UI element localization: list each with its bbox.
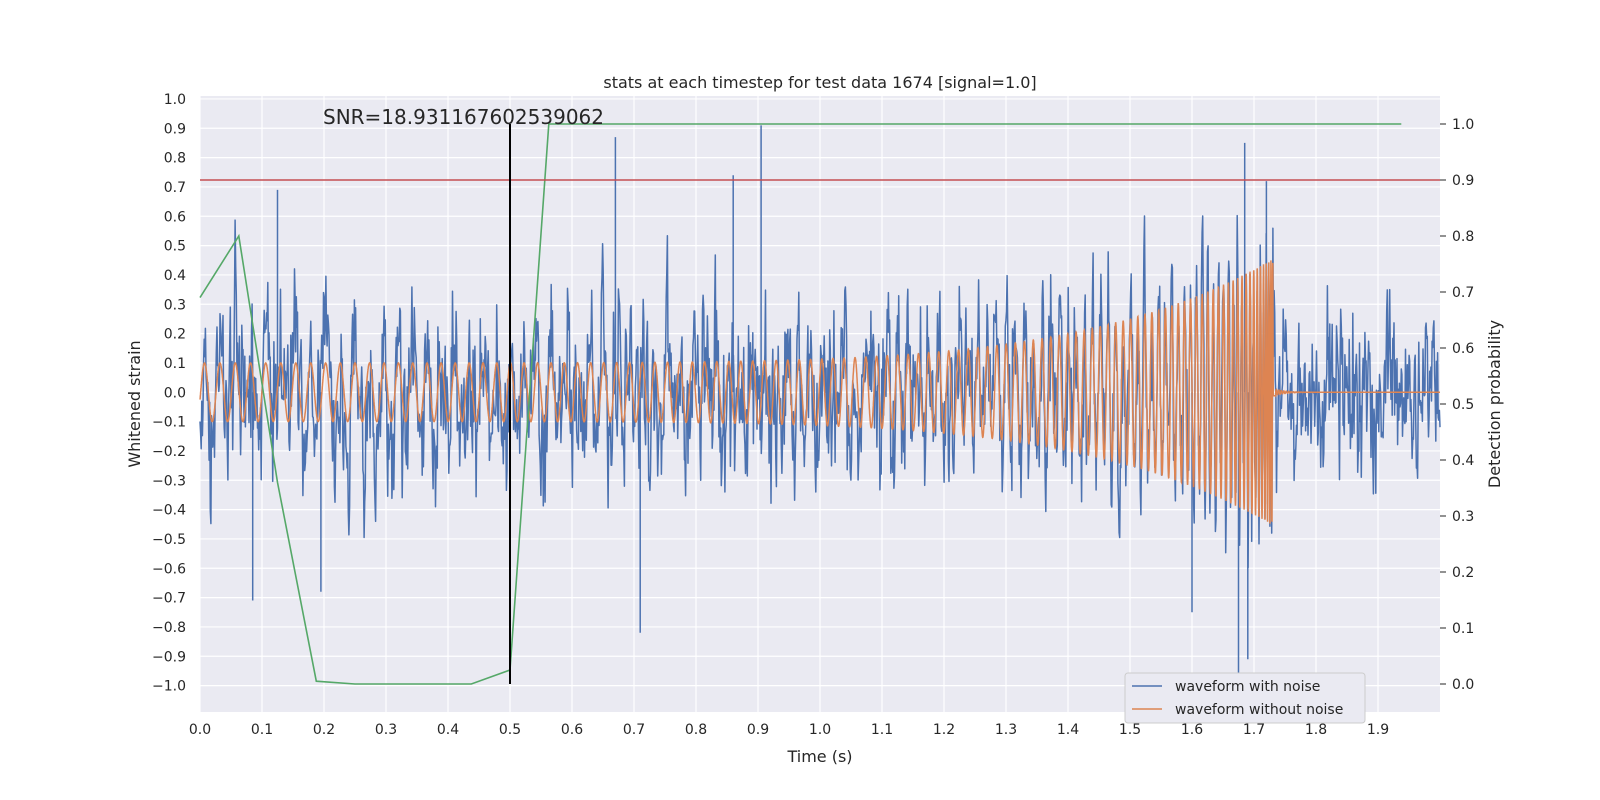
x-tick-label: 0.4 (437, 722, 459, 738)
y-tick-label: −0.7 (152, 591, 186, 607)
x-tick-label: 0.6 (561, 722, 583, 738)
y-axis-label: Whitened strain (125, 340, 144, 467)
y-tick-label: −0.2 (152, 444, 186, 460)
y-tick-label: −1.0 (152, 679, 186, 695)
y-tick-label: −0.6 (152, 561, 186, 577)
x-tick-label: 1.3 (995, 722, 1017, 738)
x-tick-label: 0.9 (747, 722, 769, 738)
y-tick-label: −0.9 (152, 649, 186, 665)
x-tick-label: 0.3 (375, 722, 397, 738)
series-detection-probability (199, 123, 1402, 685)
y-tick-label: 0.5 (164, 239, 186, 255)
y2-axis-label: Detection probability (1485, 320, 1504, 488)
y-tick-label: −0.5 (152, 532, 186, 548)
detection-probability-line (199, 123, 1402, 685)
x-tick-label: 1.5 (1119, 722, 1141, 738)
y2-tick-label: 0.3 (1452, 509, 1474, 525)
x-tick-label: 0.2 (313, 722, 335, 738)
y2-tick-label: 0.2 (1452, 565, 1474, 581)
x-tick-label: 1.0 (809, 722, 831, 738)
x-tick-label: 0.0 (189, 722, 211, 738)
y2-tick-label: 0.9 (1452, 173, 1474, 189)
y2-tick-label: 0.7 (1452, 285, 1474, 301)
x-axis-label: Time (s) (786, 747, 852, 766)
y2-tick-label: 1.0 (1452, 117, 1474, 133)
y-tick-label: 0.3 (164, 297, 186, 313)
legend-label-waveform-without-noise: waveform without noise (1175, 702, 1343, 718)
x-tick-label: 1.7 (1243, 722, 1265, 738)
x-tick-label: 1.9 (1367, 722, 1389, 738)
y-tick-label: −0.3 (152, 473, 186, 489)
x-tick-label: 0.7 (623, 722, 645, 738)
y-tick-label: 0.0 (164, 385, 186, 401)
x-tick-label: 1.4 (1057, 722, 1079, 738)
overlays (200, 124, 1440, 684)
x-tick-label: 1.1 (871, 722, 893, 738)
legend-label-waveform-with-noise: waveform with noise (1175, 679, 1320, 695)
y-tick-label: −0.4 (152, 503, 186, 519)
y2-tick-label: 0.6 (1452, 341, 1474, 357)
y-tick-label: −0.8 (152, 620, 186, 636)
y-axis-ticks: 1.0 0.9 0.8 0.7 0.6 0.5 0.4 0.3 0.2 0.1 0.0 −0.1 −0.… (152, 92, 186, 695)
grid (199, 96, 1440, 712)
y2-tick-label: 0.1 (1452, 621, 1474, 637)
x-tick-label: 1.8 (1305, 722, 1327, 738)
waveform-without-noise-line (199, 260, 1440, 524)
y-tick-label: 0.9 (164, 121, 186, 137)
y-tick-label: 0.7 (164, 180, 186, 196)
x-tick-label: 0.8 (685, 722, 707, 738)
y-tick-label: 0.2 (164, 327, 186, 343)
x-tick-label: 1.6 (1181, 722, 1203, 738)
y2-tick-label: 0.0 (1452, 677, 1474, 693)
y2-axis-ticks: 1.0 0.9 0.8 0.7 0.6 0.5 0.4 0.3 0.2 0.1 0.0 (1440, 117, 1474, 693)
x-tick-label: 1.2 (933, 722, 955, 738)
y-tick-label: −0.1 (152, 415, 186, 431)
snr-annotation: SNR=18.931167602539062 (323, 105, 604, 129)
y-tick-label: 0.6 (164, 209, 186, 225)
x-tick-label: 0.5 (499, 722, 521, 738)
x-tick-label: 0.1 (251, 722, 273, 738)
y-tick-label: 0.1 (164, 356, 186, 372)
series-waveform-without-noise (199, 260, 1440, 524)
y-tick-label: 0.8 (164, 151, 186, 167)
y2-tick-label: 0.8 (1452, 229, 1474, 245)
legend: waveform with noise waveform without noi… (1124, 672, 1366, 724)
legend-box (1124, 672, 1366, 724)
y-tick-label: 1.0 (164, 92, 186, 108)
x-axis-ticks: 0.0 0.1 0.2 0.3 0.4 0.5 0.6 0.7 0.8 0.9 1.0 1.1 1.2 1… (189, 722, 1389, 738)
chart-title: stats at each timestep for test data 167… (603, 73, 1036, 92)
y2-tick-label: 0.4 (1452, 453, 1474, 469)
y-tick-label: 0.4 (164, 268, 186, 284)
y2-tick-label: 0.5 (1452, 397, 1474, 413)
